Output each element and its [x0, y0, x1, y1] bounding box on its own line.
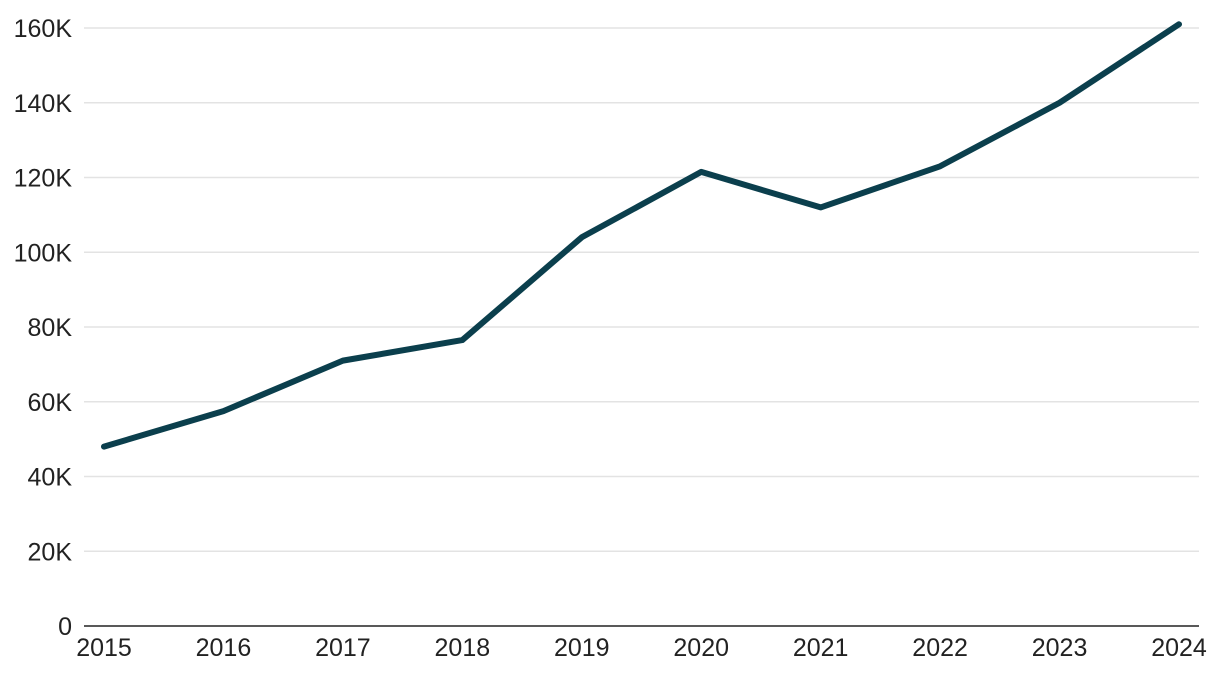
y-axis-tick-labels: 0 20K 40K 60K 80K 100K 120K 140K 160K — [14, 15, 73, 641]
x-tick-label: 2015 — [76, 634, 132, 662]
y-tick-label: 20K — [28, 538, 73, 566]
x-tick-label: 2022 — [912, 634, 968, 662]
x-tick-label: 2023 — [1032, 634, 1088, 662]
x-tick-label: 2019 — [554, 634, 610, 662]
y-tick-label: 100K — [14, 239, 73, 267]
x-axis-tick-labels: 2015 2016 2017 2018 2019 2020 2021 2022 2023 2024 — [76, 634, 1207, 662]
y-tick-label: 140K — [14, 90, 73, 118]
y-tick-label: 160K — [14, 15, 73, 43]
x-tick-label: 2017 — [315, 634, 371, 662]
x-tick-label: 2021 — [793, 634, 849, 662]
y-tick-label: 40K — [28, 464, 73, 492]
x-tick-label: 2018 — [435, 634, 491, 662]
series-group — [101, 21, 1182, 450]
x-tick-label: 2020 — [673, 634, 729, 662]
y-tick-label: 120K — [14, 165, 73, 193]
x-tick-label: 2016 — [196, 634, 252, 662]
y-tick-label: 80K — [28, 314, 73, 342]
y-gridlines — [84, 27, 1199, 552]
series-line-0 — [101, 21, 1182, 450]
y-tick-label: 0 — [58, 613, 72, 641]
y-tick-label: 60K — [28, 389, 73, 417]
x-tick-label: 2024 — [1151, 634, 1207, 662]
